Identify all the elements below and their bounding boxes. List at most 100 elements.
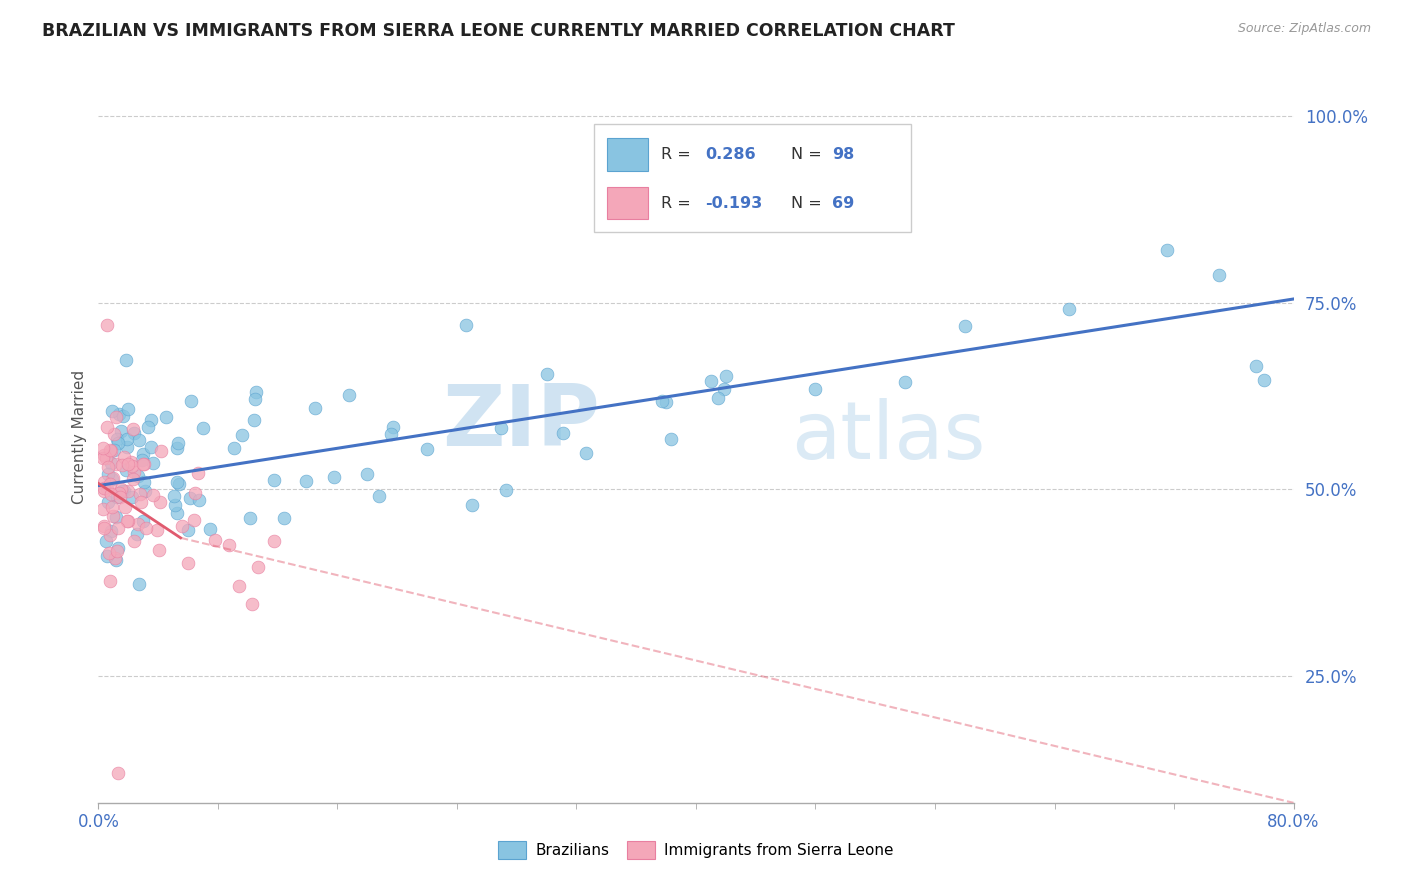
Point bbox=[163, 489, 186, 503]
Point bbox=[714, 369, 737, 384]
Point bbox=[176, 523, 198, 537]
Point bbox=[122, 534, 145, 549]
Point bbox=[304, 401, 326, 415]
Point bbox=[294, 474, 316, 488]
Point bbox=[415, 442, 437, 457]
Point bbox=[107, 541, 129, 555]
Point bbox=[111, 483, 134, 498]
Point bbox=[894, 375, 917, 389]
Point bbox=[103, 427, 125, 442]
Point bbox=[115, 432, 138, 446]
Point bbox=[218, 538, 240, 552]
Point bbox=[127, 516, 149, 531]
Point bbox=[132, 457, 155, 471]
Point bbox=[198, 522, 221, 536]
Point bbox=[536, 367, 558, 381]
Point bbox=[553, 426, 575, 441]
Point bbox=[93, 519, 115, 533]
Text: ZIP: ZIP bbox=[443, 381, 600, 464]
Point bbox=[96, 419, 118, 434]
Point bbox=[105, 490, 128, 504]
Point bbox=[167, 476, 190, 491]
Point bbox=[228, 579, 250, 593]
Point bbox=[110, 482, 132, 496]
Point bbox=[96, 533, 118, 548]
Point bbox=[91, 451, 114, 466]
Point bbox=[105, 432, 128, 446]
Point bbox=[101, 472, 124, 486]
Point bbox=[98, 477, 121, 491]
Point bbox=[127, 468, 149, 483]
Point bbox=[115, 352, 138, 367]
Point bbox=[101, 403, 124, 417]
Point bbox=[117, 458, 139, 472]
Point bbox=[149, 495, 172, 509]
Point bbox=[104, 457, 127, 471]
Point bbox=[655, 394, 678, 409]
Point bbox=[804, 382, 827, 396]
Point bbox=[141, 440, 163, 454]
Point bbox=[103, 471, 125, 485]
Legend: Brazilians, Immigrants from Sierra Leone: Brazilians, Immigrants from Sierra Leone bbox=[492, 835, 900, 864]
Text: Source: ZipAtlas.com: Source: ZipAtlas.com bbox=[1237, 22, 1371, 36]
Point bbox=[380, 427, 402, 442]
Point bbox=[128, 577, 150, 591]
Point bbox=[112, 484, 135, 499]
Point bbox=[96, 483, 118, 497]
Point bbox=[461, 498, 484, 512]
Point bbox=[122, 465, 145, 479]
Point bbox=[177, 556, 200, 570]
Point bbox=[129, 495, 152, 509]
Point bbox=[132, 447, 155, 461]
Point bbox=[100, 486, 122, 500]
Point bbox=[98, 527, 121, 541]
Point bbox=[112, 409, 135, 423]
Point bbox=[239, 511, 262, 525]
Text: atlas: atlas bbox=[792, 398, 986, 476]
Point bbox=[243, 392, 266, 406]
Point bbox=[368, 489, 391, 503]
Point bbox=[114, 500, 136, 514]
Point bbox=[98, 574, 121, 588]
Y-axis label: Currently Married: Currently Married bbox=[72, 370, 87, 504]
Point bbox=[263, 473, 285, 487]
Point bbox=[96, 549, 118, 563]
Point bbox=[115, 463, 138, 477]
Point bbox=[145, 524, 167, 538]
Point bbox=[273, 511, 295, 525]
Point bbox=[240, 598, 263, 612]
Point bbox=[1253, 373, 1275, 387]
Point bbox=[108, 486, 131, 500]
Point bbox=[222, 441, 245, 455]
Point bbox=[117, 483, 139, 498]
Point bbox=[1059, 302, 1081, 317]
Point bbox=[142, 456, 165, 470]
Point bbox=[93, 484, 115, 499]
Point bbox=[100, 456, 122, 470]
Point bbox=[187, 492, 209, 507]
Point bbox=[122, 473, 145, 487]
Point bbox=[120, 455, 142, 469]
Point bbox=[125, 527, 148, 541]
Point bbox=[117, 514, 139, 528]
Point bbox=[575, 446, 598, 460]
Point bbox=[139, 413, 162, 427]
Point bbox=[953, 319, 976, 334]
Point bbox=[659, 432, 682, 446]
Point bbox=[112, 450, 135, 465]
Point bbox=[245, 384, 267, 399]
Point bbox=[134, 483, 156, 498]
Text: BRAZILIAN VS IMMIGRANTS FROM SIERRA LEONE CURRENTLY MARRIED CORRELATION CHART: BRAZILIAN VS IMMIGRANTS FROM SIERRA LEON… bbox=[42, 22, 955, 40]
Point bbox=[356, 467, 378, 481]
Point bbox=[495, 483, 517, 497]
Point bbox=[107, 436, 129, 450]
Point bbox=[121, 459, 143, 474]
Point bbox=[170, 519, 193, 533]
Point bbox=[135, 521, 157, 535]
Point bbox=[101, 509, 124, 524]
Point bbox=[100, 443, 122, 458]
Point bbox=[167, 436, 190, 450]
Point bbox=[121, 490, 143, 504]
Point bbox=[105, 410, 128, 425]
Point bbox=[651, 394, 673, 409]
